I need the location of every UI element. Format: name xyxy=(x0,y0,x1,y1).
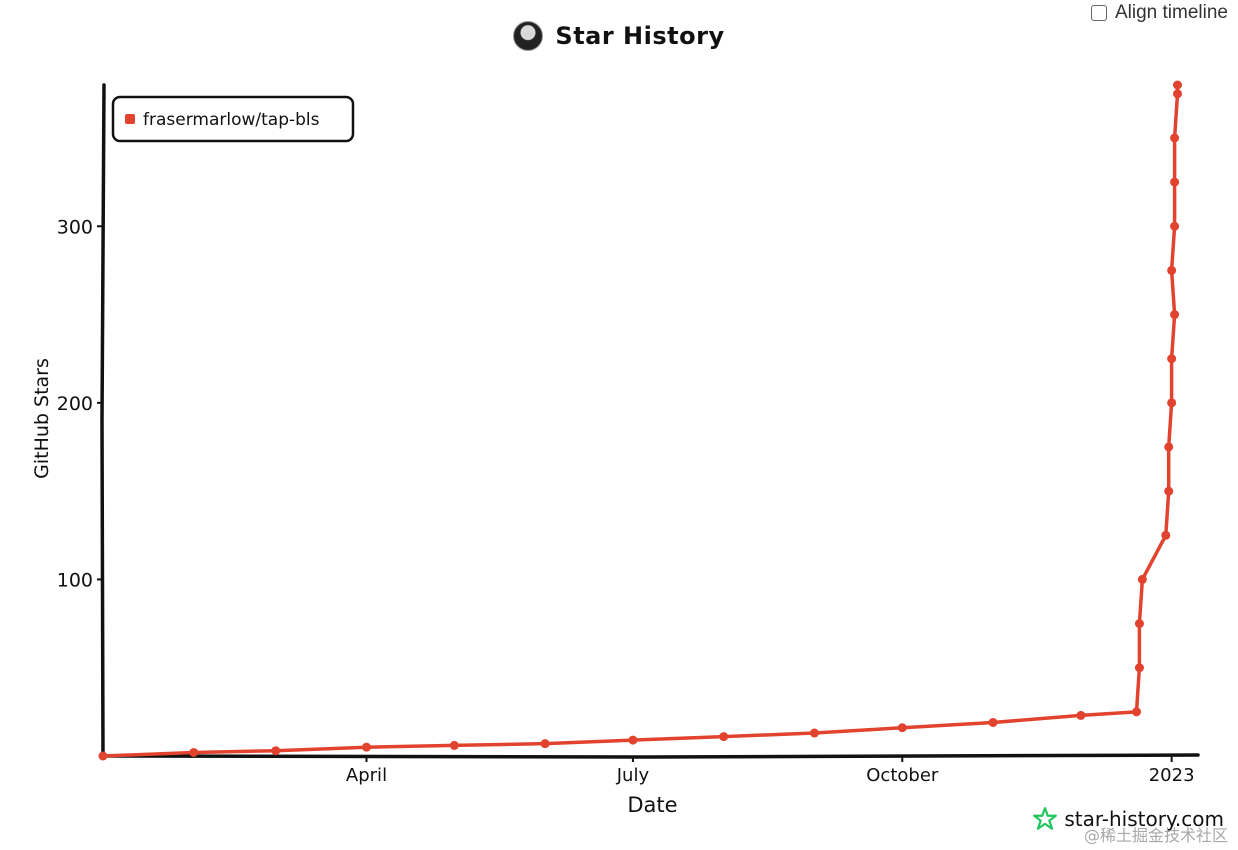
data-point xyxy=(449,740,459,750)
data-point xyxy=(1164,486,1174,496)
data-point xyxy=(540,739,550,749)
data-point xyxy=(1170,310,1180,320)
data-point xyxy=(809,728,819,738)
data-point xyxy=(362,742,372,752)
data-point xyxy=(1161,530,1171,540)
star-history-watermark: star-history.com xyxy=(1032,806,1224,832)
legend-swatch xyxy=(125,114,135,124)
community-watermark: @稀土掘金技术社区 xyxy=(1083,826,1228,845)
x-tick-label: October xyxy=(866,765,939,786)
y-axis-line xyxy=(100,83,106,758)
x-axis-label: Date xyxy=(627,793,677,817)
data-point xyxy=(1173,89,1183,99)
data-point xyxy=(271,746,281,756)
data-point xyxy=(1134,619,1144,629)
data-point xyxy=(98,751,108,761)
data-point xyxy=(719,732,729,742)
data-point xyxy=(1167,398,1177,408)
checkbox-icon[interactable] xyxy=(1091,5,1107,21)
data-point xyxy=(1167,265,1177,275)
x-tick-label: April xyxy=(346,765,387,786)
data-point xyxy=(1170,133,1180,143)
data-point xyxy=(1167,354,1177,364)
avatar-icon xyxy=(513,21,544,51)
data-point xyxy=(1170,177,1180,187)
data-point xyxy=(1076,710,1086,720)
legend: frasermarlow/tap-bls xyxy=(111,95,355,143)
axes: 100 200 300 April July October 2023 Date GitHub … xyxy=(31,83,1200,817)
y-tick-label: 100 xyxy=(57,569,93,591)
data-point xyxy=(897,723,907,733)
y-axis-label: GitHub Stars xyxy=(31,358,53,479)
x-tick-label: 2023 xyxy=(1149,765,1195,786)
align-timeline-label: Align timeline xyxy=(1115,2,1228,23)
series-line xyxy=(101,83,1180,758)
data-point xyxy=(189,747,199,757)
chart-header: Star History xyxy=(0,16,1238,56)
data-point xyxy=(988,717,998,727)
data-point xyxy=(628,735,638,745)
star-logo-icon xyxy=(1033,807,1058,830)
chart-title: Star History xyxy=(555,22,725,50)
y-tick-label: 300 xyxy=(57,216,93,238)
data-point xyxy=(1170,221,1180,231)
data-point xyxy=(1132,707,1142,717)
align-timeline-toggle[interactable]: Align timeline xyxy=(1091,2,1228,24)
y-tick-label: 200 xyxy=(57,393,93,415)
x-tick-label: July xyxy=(616,765,650,786)
data-point xyxy=(1134,663,1144,673)
data-point xyxy=(1164,442,1174,452)
data-point xyxy=(1137,574,1147,584)
watermark-site: star-history.com xyxy=(1064,807,1224,831)
data-point xyxy=(1173,80,1183,90)
x-axis-line xyxy=(101,753,1200,759)
plot-area xyxy=(98,80,1183,761)
legend-label: frasermarlow/tap-bls xyxy=(143,110,320,130)
legend-box xyxy=(111,95,355,143)
